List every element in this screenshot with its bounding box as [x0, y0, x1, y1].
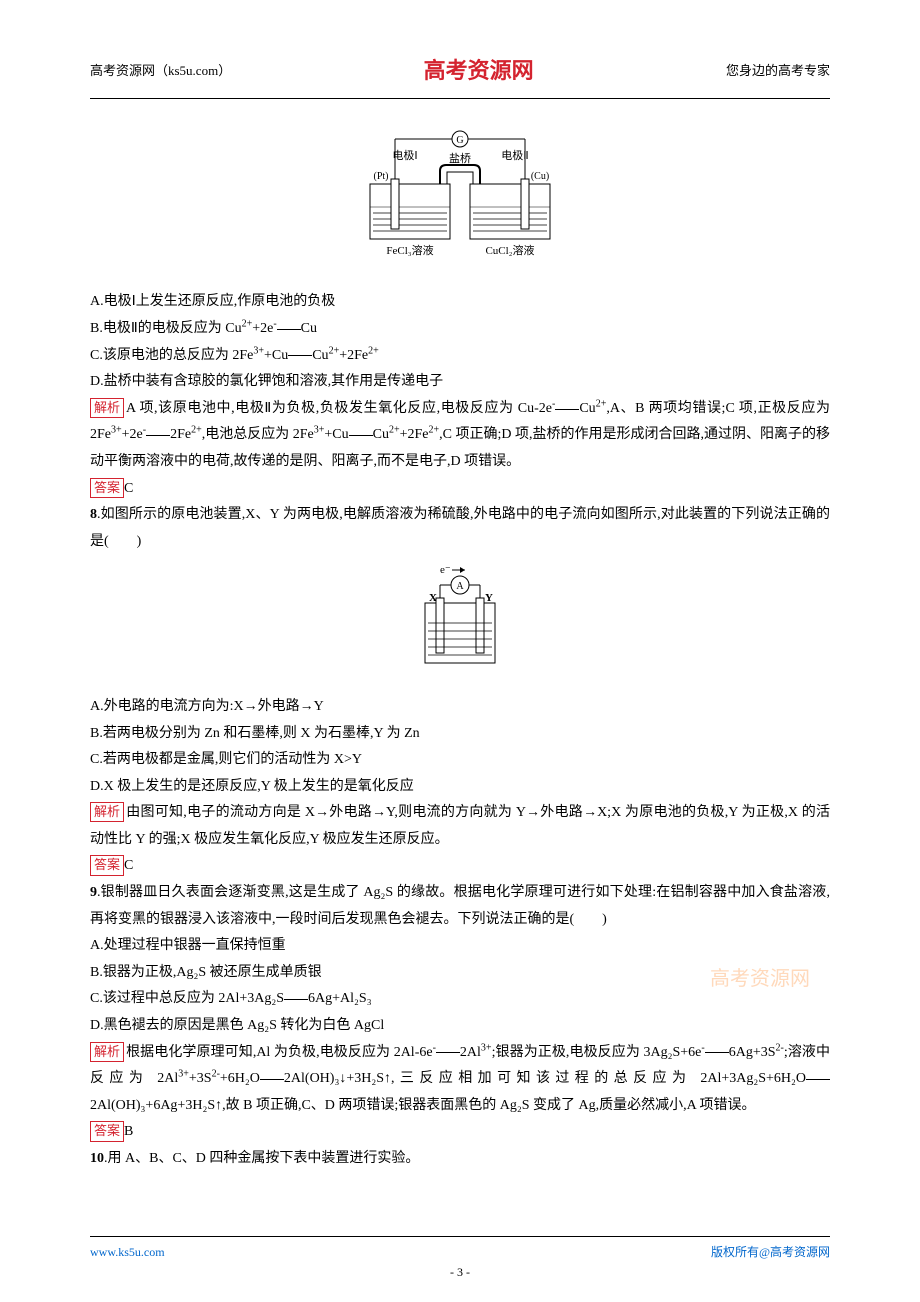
- svg-text:(Cu): (Cu): [531, 171, 549, 182]
- page-footer: www.ks5u.com 版权所有@高考资源网: [90, 1236, 830, 1264]
- q8-optC: C.若两电极都是金属,则它们的活动性为 X>Y: [90, 747, 830, 774]
- svg-text:盐桥: 盐桥: [449, 152, 471, 165]
- q8-analysis: 解析由图可知,电子的流动方向是 X→外电路→Y,则电流的方向就为 Y→外电路→X…: [90, 800, 830, 853]
- header-center: 高考资源网: [424, 50, 534, 92]
- diagram-galvanic-cell: G 电极Ⅰ 电极Ⅱ 盐桥 (Pt) (Cu): [90, 129, 830, 280]
- q9-optA: A.处理过程中银器一直保持恒重: [90, 933, 830, 960]
- svg-text:A: A: [456, 581, 464, 592]
- svg-text:电极Ⅱ: 电极Ⅱ: [501, 148, 528, 162]
- answer-tag: 答案: [90, 1121, 124, 1141]
- svg-text:CuCl₂溶液: CuCl₂溶液: [485, 243, 534, 257]
- meter-label: G: [456, 135, 463, 146]
- page-number: - 3 -: [0, 1261, 920, 1284]
- diagram-xy-cell: e⁻ A X Y: [90, 563, 830, 684]
- analysis-tag: 解析: [90, 1042, 124, 1062]
- answer-tag: 答案: [90, 478, 124, 498]
- svg-text:Y: Y: [485, 592, 493, 604]
- q8-optD: D.X 极上发生的是还原反应,Y 极上发生的是氧化反应: [90, 774, 830, 801]
- header-left: 高考资源网（ks5u.com）: [90, 59, 231, 84]
- q9-optB: B.银器为正极,Ag₂S 被还原生成单质银: [90, 960, 830, 987]
- q9-analysis: 解析根据电化学原理可知,Al 为负极,电极反应为 2Al-6e-2Al3+;银器…: [90, 1040, 830, 1120]
- q10-stem: 10.用 A、B、C、D 四种金属按下表中装置进行实验。: [90, 1146, 830, 1173]
- q8-answer: 答案C: [90, 853, 830, 880]
- q8-stem: 8.如图所示的原电池装置,X、Y 为两电极,电解质溶液为稀硫酸,外电路中的电子流…: [90, 502, 830, 555]
- q8-optB: B.若两电极分别为 Zn 和石墨棒,则 X 为石墨棒,Y 为 Zn: [90, 721, 830, 748]
- q9-answer: 答案B: [90, 1119, 830, 1146]
- svg-text:电极Ⅰ: 电极Ⅰ: [392, 148, 417, 162]
- q9-stem: 9.银制器皿日久表面会逐渐变黑,这是生成了 Ag₂S 的缘故。根据电化学原理可进…: [90, 880, 830, 933]
- q9-optC: C.该过程中总反应为 2Al+3Ag₂S6Ag+Al₂S₃: [90, 986, 830, 1013]
- q7-optA: A.电极Ⅰ上发生还原反应,作原电池的负极: [90, 289, 830, 316]
- analysis-tag: 解析: [90, 802, 124, 822]
- q8-optA: A.外电路的电流方向为:X→外电路→Y: [90, 694, 830, 721]
- q7-answer: 答案C: [90, 476, 830, 503]
- q7-optB: B.电极Ⅱ的电极反应为 Cu2++2e-Cu: [90, 316, 830, 343]
- page-header: 高考资源网（ks5u.com） 高考资源网 您身边的高考专家: [90, 50, 830, 99]
- svg-text:e⁻: e⁻: [440, 564, 451, 576]
- svg-text:(Pt): (Pt): [374, 171, 389, 182]
- analysis-tag: 解析: [90, 398, 124, 418]
- svg-text:FeCl₃溶液: FeCl₃溶液: [386, 243, 433, 257]
- header-right: 您身边的高考专家: [726, 59, 830, 84]
- q7-analysis: 解析A 项,该原电池中,电极Ⅱ为负极,负极发生氧化反应,电极反应为 Cu-2e-…: [90, 396, 830, 476]
- q7-optC: C.该原电池的总反应为 2Fe3++CuCu2++2Fe2+: [90, 343, 830, 370]
- answer-tag: 答案: [90, 855, 124, 875]
- q7-optD: D.盐桥中装有含琼胶的氯化钾饱和溶液,其作用是传递电子: [90, 369, 830, 396]
- q9-optD: D.黑色褪去的原因是黑色 Ag₂S 转化为白色 AgCl: [90, 1013, 830, 1040]
